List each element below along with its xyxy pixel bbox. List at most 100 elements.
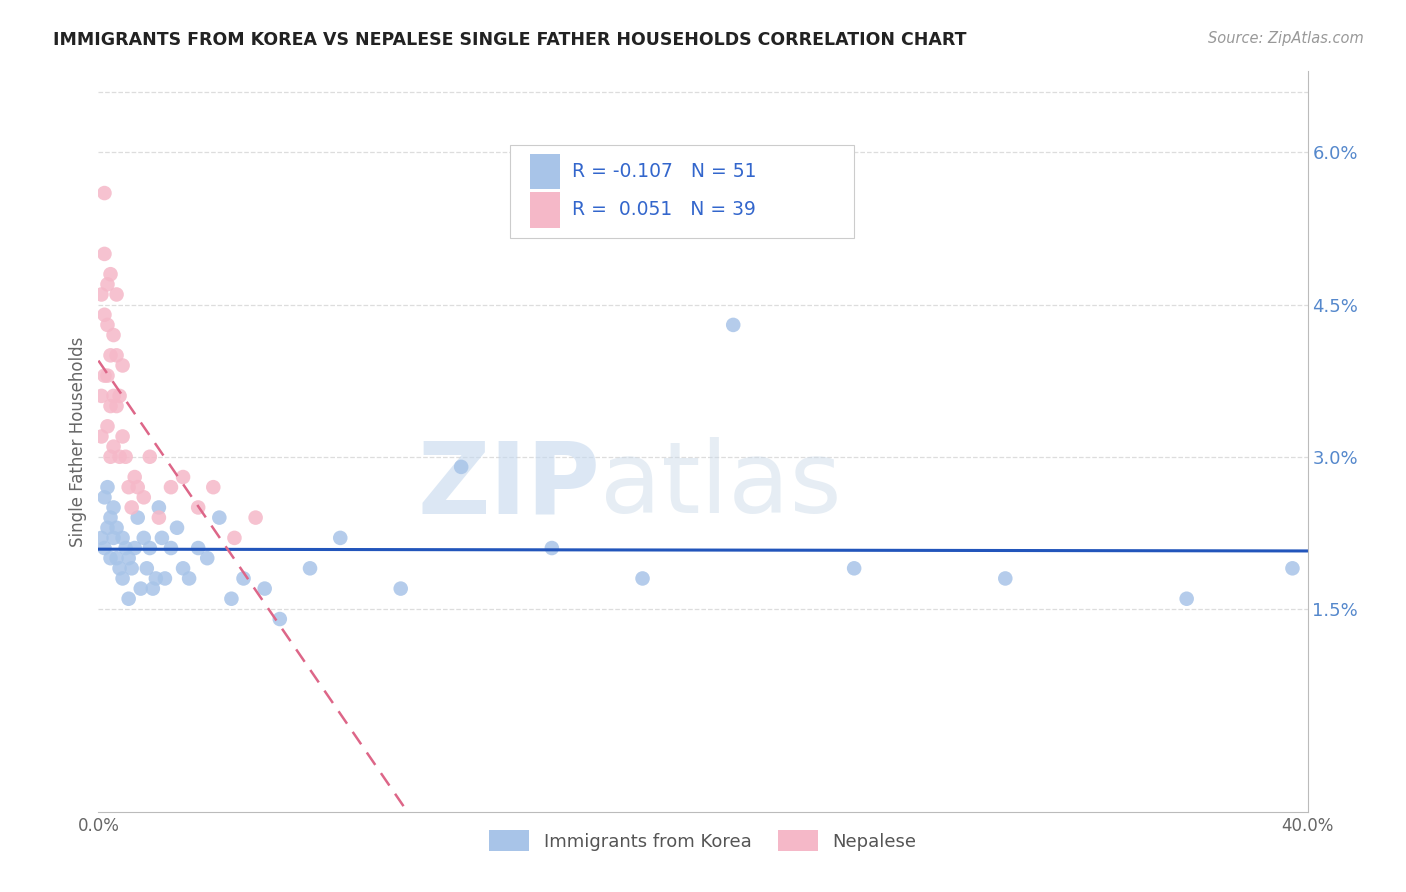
Point — [1175, 591, 1198, 606]
Point — [139, 450, 162, 464]
Point — [208, 510, 231, 524]
Point — [221, 591, 243, 606]
Point — [96, 318, 118, 332]
Point — [129, 582, 152, 596]
Point — [844, 561, 866, 575]
Point — [105, 399, 128, 413]
Point — [100, 510, 122, 524]
Point — [90, 389, 112, 403]
Point — [103, 531, 125, 545]
Point — [108, 389, 131, 403]
Point — [103, 328, 125, 343]
Point — [148, 500, 170, 515]
Point — [631, 571, 654, 585]
Point — [127, 480, 149, 494]
Point — [132, 491, 155, 505]
Point — [93, 247, 115, 261]
Point — [299, 561, 322, 575]
Point — [111, 571, 134, 585]
Point — [114, 450, 136, 464]
FancyBboxPatch shape — [530, 153, 561, 189]
Legend: Immigrants from Korea, Nepalese: Immigrants from Korea, Nepalese — [482, 823, 924, 858]
Point — [127, 510, 149, 524]
Point — [105, 521, 128, 535]
Text: Source: ZipAtlas.com: Source: ZipAtlas.com — [1208, 31, 1364, 46]
Point — [723, 318, 745, 332]
Point — [253, 582, 276, 596]
Point — [124, 470, 146, 484]
Point — [269, 612, 291, 626]
Point — [166, 521, 188, 535]
Point — [108, 561, 131, 575]
Point — [150, 531, 173, 545]
Point — [90, 287, 112, 301]
Point — [172, 561, 194, 575]
Point — [111, 429, 134, 443]
Point — [93, 541, 115, 555]
Point — [108, 450, 131, 464]
Point — [195, 551, 218, 566]
Point — [100, 267, 122, 281]
Point — [145, 571, 167, 585]
Point — [111, 359, 134, 373]
Point — [100, 399, 122, 413]
Point — [160, 541, 183, 555]
Point — [90, 531, 112, 545]
Point — [124, 541, 146, 555]
Point — [103, 500, 125, 515]
Text: R =  0.051   N = 39: R = 0.051 N = 39 — [572, 201, 756, 219]
Point — [121, 500, 143, 515]
Point — [100, 551, 122, 566]
Point — [93, 491, 115, 505]
Point — [540, 541, 562, 555]
Point — [111, 531, 134, 545]
Point — [172, 470, 194, 484]
Point — [187, 541, 209, 555]
Point — [153, 571, 176, 585]
Point — [105, 287, 128, 301]
Point — [103, 389, 125, 403]
Point — [187, 500, 209, 515]
Point — [232, 571, 254, 585]
Point — [96, 521, 118, 535]
Point — [139, 541, 162, 555]
Point — [994, 571, 1017, 585]
Point — [96, 419, 118, 434]
Point — [160, 480, 183, 494]
Point — [179, 571, 201, 585]
Point — [90, 429, 112, 443]
Point — [96, 480, 118, 494]
Text: R = -0.107   N = 51: R = -0.107 N = 51 — [572, 161, 756, 181]
Point — [103, 440, 125, 454]
FancyBboxPatch shape — [509, 145, 855, 238]
Text: IMMIGRANTS FROM KOREA VS NEPALESE SINGLE FATHER HOUSEHOLDS CORRELATION CHART: IMMIGRANTS FROM KOREA VS NEPALESE SINGLE… — [53, 31, 967, 49]
Point — [105, 551, 128, 566]
Point — [1281, 561, 1303, 575]
Point — [245, 510, 267, 524]
Point — [329, 531, 352, 545]
Point — [224, 531, 246, 545]
Y-axis label: Single Father Households: Single Father Households — [69, 336, 87, 547]
Point — [118, 551, 141, 566]
Point — [121, 561, 143, 575]
Point — [100, 348, 122, 362]
Point — [93, 368, 115, 383]
Point — [142, 582, 165, 596]
Point — [93, 186, 115, 200]
Point — [96, 368, 118, 383]
Text: ZIP: ZIP — [418, 437, 600, 534]
Point — [389, 582, 412, 596]
Point — [450, 459, 472, 474]
Point — [118, 480, 141, 494]
Point — [135, 561, 157, 575]
Point — [202, 480, 225, 494]
Text: atlas: atlas — [600, 437, 842, 534]
Point — [105, 348, 128, 362]
Point — [148, 510, 170, 524]
FancyBboxPatch shape — [530, 192, 561, 227]
Point — [96, 277, 118, 292]
Point — [114, 541, 136, 555]
Point — [118, 591, 141, 606]
Point — [132, 531, 155, 545]
Point — [93, 308, 115, 322]
